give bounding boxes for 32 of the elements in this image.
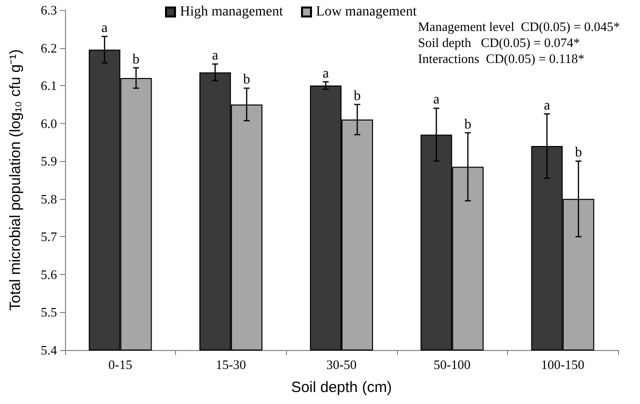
y-tick-label: 5.6 (40, 266, 58, 282)
annotation: a (322, 66, 330, 82)
annotation: Soil depth CD(0.05) = 0.074* (418, 35, 580, 50)
y-tick-label: 5.9 (40, 154, 57, 169)
y-tick-label: 6.1 (40, 78, 57, 94)
y-tick-label: 6.2 (40, 40, 57, 56)
annotation: a (101, 20, 108, 36)
annotation: a (212, 48, 220, 64)
legend-label: Low management (316, 4, 417, 20)
annotation: b (464, 117, 472, 132)
x-tick-label: 0-15 (108, 357, 132, 372)
legend-label: High management (180, 4, 284, 20)
annotation: b (132, 52, 140, 68)
annotation: b (574, 146, 582, 161)
y-axis-title: Total microbial population (log₁₀ cfu g⁻¹) (7, 49, 24, 311)
annotation: Management level CD(0.05) = 0.045* (418, 19, 620, 34)
y-tick-label: 6.0 (40, 116, 57, 131)
annotation: a (433, 92, 440, 108)
y-tick-label: 5.7 (40, 229, 58, 244)
x-axis-title: Soil depth (cm) (291, 379, 392, 396)
x-tick-label: 50-100 (434, 357, 471, 372)
y-tick-label: 5.8 (40, 191, 57, 206)
x-tick-label: 15-30 (216, 357, 246, 372)
x-tick-label: 30-50 (326, 357, 357, 372)
y-tick-label: 6.3 (40, 2, 57, 18)
x-tick-label: 100-150 (541, 357, 584, 372)
y-tick-label: 5.4 (40, 342, 58, 358)
annotation: Interactions CD(0.05) = 0.118* (418, 51, 584, 66)
annotation: b (243, 72, 250, 88)
annotation: b (354, 88, 361, 104)
y-tick-label: 5.5 (40, 304, 57, 320)
annotation: a (544, 98, 551, 114)
